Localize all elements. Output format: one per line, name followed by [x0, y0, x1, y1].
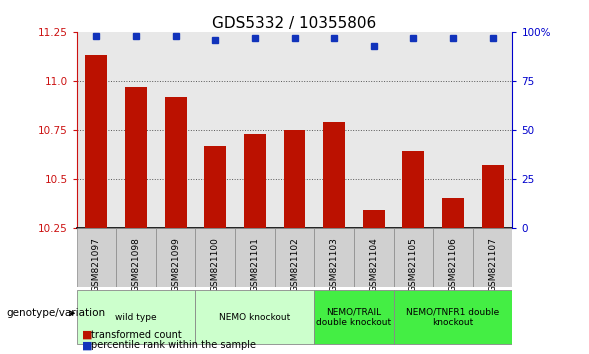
Bar	[402, 152, 424, 228]
Text: GSM821103: GSM821103	[330, 237, 339, 292]
Bar	[165, 97, 187, 228]
Text: ■: ■	[82, 330, 93, 339]
Text: GSM821102: GSM821102	[290, 237, 299, 292]
Bar	[196, 290, 315, 344]
Text: wild type: wild type	[115, 313, 157, 322]
Bar	[433, 228, 473, 287]
Bar	[363, 210, 385, 228]
Text: genotype/variation: genotype/variation	[6, 308, 105, 318]
Text: GSM821100: GSM821100	[211, 237, 220, 292]
Bar	[156, 228, 196, 287]
Text: GSM821098: GSM821098	[131, 237, 141, 292]
Text: NEMO/TRAIL
double knockout: NEMO/TRAIL double knockout	[316, 308, 392, 327]
Bar	[196, 228, 235, 287]
Text: GSM821097: GSM821097	[92, 237, 101, 292]
Text: GSM821106: GSM821106	[448, 237, 458, 292]
Bar	[235, 228, 274, 287]
Bar	[204, 145, 226, 228]
Text: GSM821099: GSM821099	[171, 237, 180, 292]
Bar	[244, 134, 266, 228]
Bar	[315, 290, 393, 344]
Title: GDS5332 / 10355806: GDS5332 / 10355806	[213, 16, 376, 31]
Text: percentile rank within the sample: percentile rank within the sample	[91, 340, 256, 350]
Bar	[323, 122, 345, 228]
Text: NEMO knockout: NEMO knockout	[219, 313, 290, 322]
Text: GSM821104: GSM821104	[369, 237, 378, 292]
Bar	[125, 87, 147, 228]
Bar	[393, 290, 512, 344]
Text: GSM821105: GSM821105	[409, 237, 418, 292]
Text: GSM821107: GSM821107	[488, 237, 497, 292]
Bar	[442, 199, 464, 228]
Bar	[116, 228, 156, 287]
Bar	[393, 228, 433, 287]
Text: transformed count: transformed count	[91, 330, 182, 339]
Bar	[482, 165, 504, 228]
Text: GSM821101: GSM821101	[250, 237, 259, 292]
Bar	[354, 228, 393, 287]
Bar	[283, 130, 305, 228]
Bar	[473, 228, 512, 287]
Text: ■: ■	[82, 340, 93, 350]
Bar	[315, 228, 354, 287]
Bar	[77, 290, 196, 344]
Bar	[85, 55, 107, 228]
Bar	[77, 228, 116, 287]
Text: NEMO/TNFR1 double
knockout: NEMO/TNFR1 double knockout	[406, 308, 499, 327]
Bar	[274, 228, 315, 287]
